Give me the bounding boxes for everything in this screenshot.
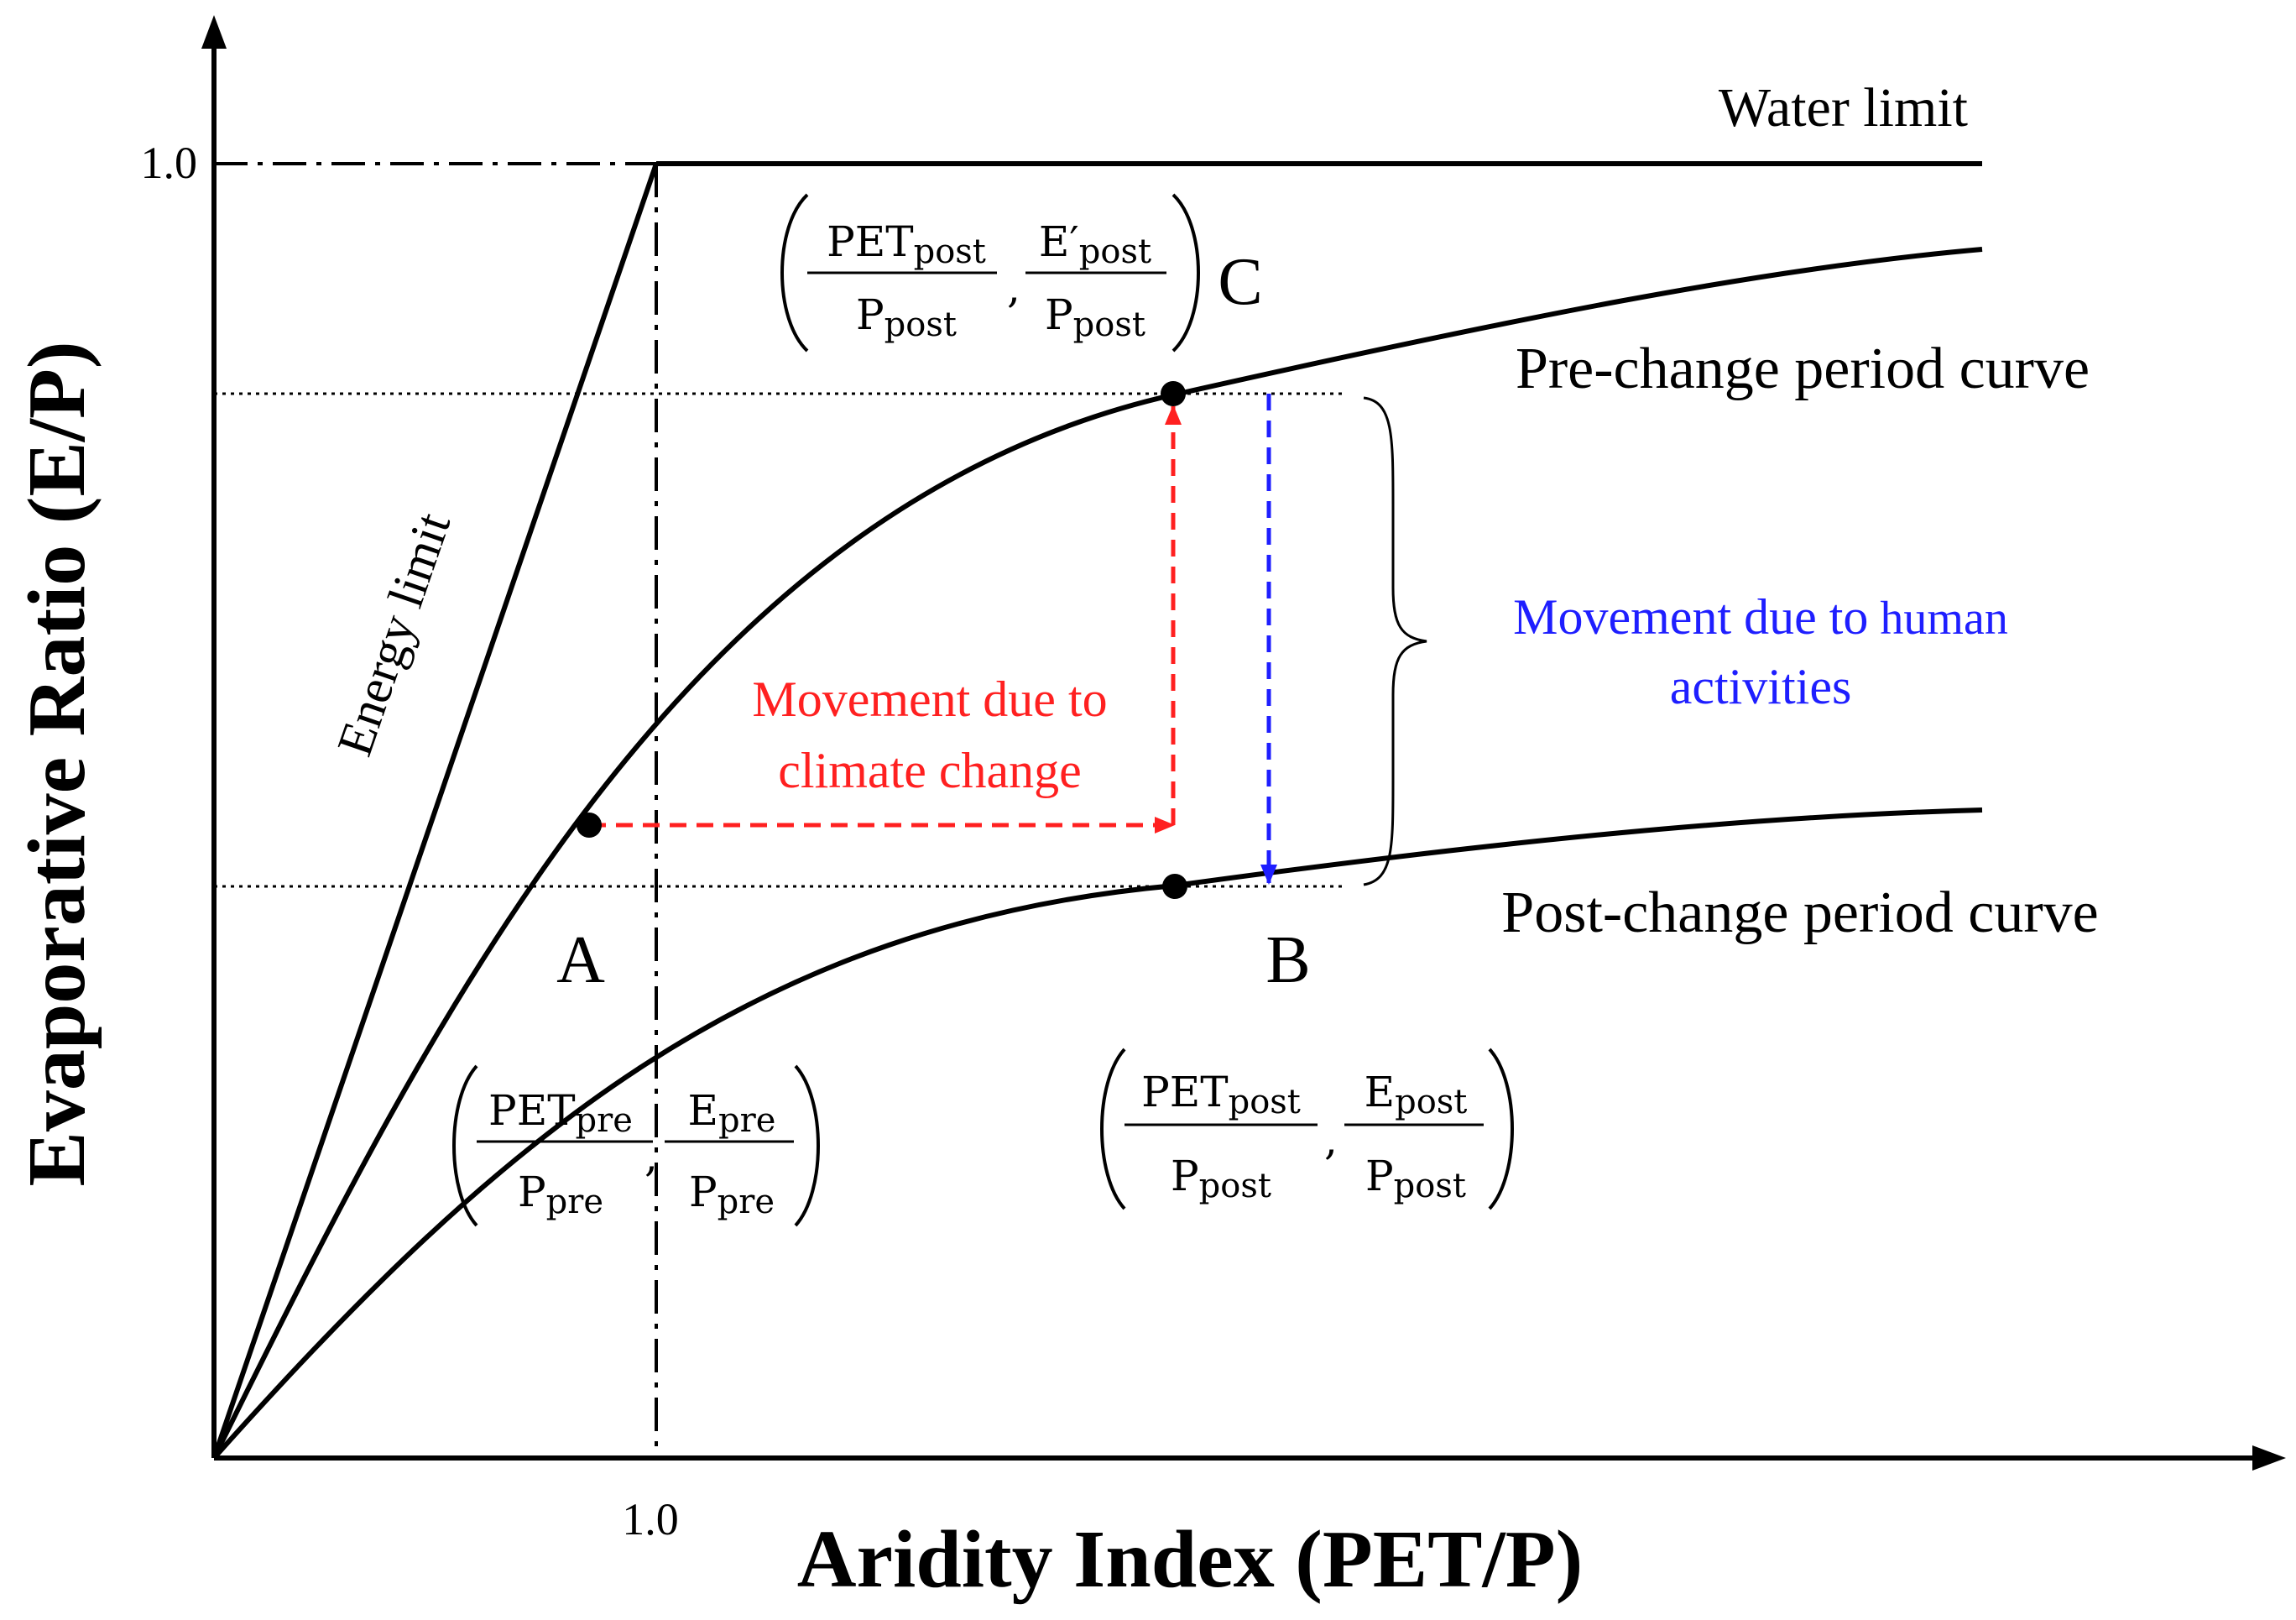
formula-b-num2: E (1365, 1068, 1396, 1116)
svg-text:Ppre: Ppre (518, 1168, 603, 1221)
formula-c-num1-sub: post (914, 233, 986, 271)
pre-change-curve (211, 247, 1983, 1460)
formula-c-den1: P (856, 290, 884, 339)
y-axis (201, 15, 227, 1458)
formula-b-den2: P (1365, 1152, 1394, 1200)
svg-text:,: , (644, 1132, 658, 1181)
svg-text:Ppost: Ppost (856, 290, 957, 344)
formula-b-den1-sub: post (1199, 1167, 1271, 1205)
point-c-marker (1161, 381, 1186, 406)
svg-text:Movement due to human: Movement due to human (1513, 589, 2008, 645)
point-a-marker (577, 813, 602, 838)
formula-c-num2-sub: post (1079, 233, 1151, 271)
human-annotation-line1b: human (1868, 593, 2007, 645)
formula-a-den2: P (689, 1168, 718, 1216)
x-tick-label: 1.0 (622, 1494, 679, 1544)
formula-b-den1: P (1171, 1152, 1199, 1200)
human-annotation-line2: activities (1670, 659, 1852, 714)
svg-text:Epost: Epost (1365, 1068, 1468, 1121)
formula-a-den1: P (518, 1168, 546, 1216)
energy-limit-label: Energy limit (326, 505, 461, 762)
svg-text:Ppost: Ppost (1045, 290, 1145, 344)
formula-c-den1-sub: post (884, 306, 957, 344)
x-axis-arrowhead (2252, 1445, 2286, 1471)
formula-a-num1-sub: pre (576, 1101, 633, 1140)
human-annotation: Movement due to human activities (1513, 589, 2008, 714)
y-tick-label: 1.0 (141, 138, 198, 188)
formula-c-den2-sub: post (1073, 306, 1145, 344)
formula-c-den2: P (1045, 290, 1073, 339)
formula-b-num1: PET (1141, 1068, 1229, 1116)
svg-text:PETpost: PETpost (1141, 1068, 1301, 1121)
x-axis-title: Aridity Index (PET/P) (797, 1514, 1583, 1605)
formula-b-den2-sub: post (1394, 1167, 1466, 1205)
formula-b: PETpost Ppost , Epost Ppost (1100, 1048, 1514, 1210)
human-annotation-line1a: Movement due to (1513, 589, 1868, 645)
svg-text:PETpre: PETpre (488, 1086, 633, 1140)
formula-a-num2: E (688, 1086, 719, 1135)
point-a-label: A (556, 923, 605, 997)
y-axis-title: Evaporative Ratio (E/P) (12, 341, 102, 1186)
post-curve-label: Post-change period curve (1501, 881, 2098, 945)
water-limit-label: Water limit (1719, 77, 1968, 138)
svg-text:PETpost: PETpost (827, 217, 986, 271)
svg-text:Ppost: Ppost (1365, 1152, 1466, 1205)
svg-text:Ppre: Ppre (689, 1168, 775, 1221)
brace (1363, 396, 1427, 886)
formula-a-den1-sub: pre (546, 1183, 603, 1221)
y-axis-arrowhead (201, 15, 227, 49)
svg-text:Epre: Epre (688, 1086, 776, 1140)
svg-text:Ppost: Ppost (1171, 1152, 1271, 1205)
point-c-label: C (1218, 245, 1262, 319)
formula-a-num2-sub: pre (718, 1101, 775, 1140)
formula-c-num1: PET (827, 217, 914, 266)
formula-b-num2-sub: post (1395, 1083, 1467, 1121)
post-change-curve (211, 807, 1983, 1460)
formula-a-num1: PET (488, 1086, 576, 1135)
point-b-marker (1162, 874, 1187, 899)
energy-limit-line (211, 163, 659, 1459)
climate-annotation: Movement due to climate change (752, 672, 1107, 798)
formula-a: PETpre Ppre , Epre Ppre (452, 1064, 820, 1227)
svg-text:,: , (1324, 1116, 1338, 1164)
climate-annotation-line2: climate change (778, 743, 1081, 798)
climate-annotation-line1: Movement due to (752, 672, 1107, 727)
formula-c-num2: E′ (1039, 217, 1079, 266)
x-axis (214, 1445, 2286, 1471)
formula-b-num1-sub: post (1229, 1083, 1301, 1121)
pre-curve-label: Pre-change period curve (1516, 337, 2090, 401)
formula-c: PETpost Ppost , E′post Ppost (780, 193, 1200, 353)
svg-text:E′post: E′post (1039, 217, 1151, 271)
formula-a-den2-sub: pre (718, 1183, 775, 1221)
point-b-label: B (1265, 923, 1310, 997)
svg-text:,: , (1007, 264, 1020, 312)
